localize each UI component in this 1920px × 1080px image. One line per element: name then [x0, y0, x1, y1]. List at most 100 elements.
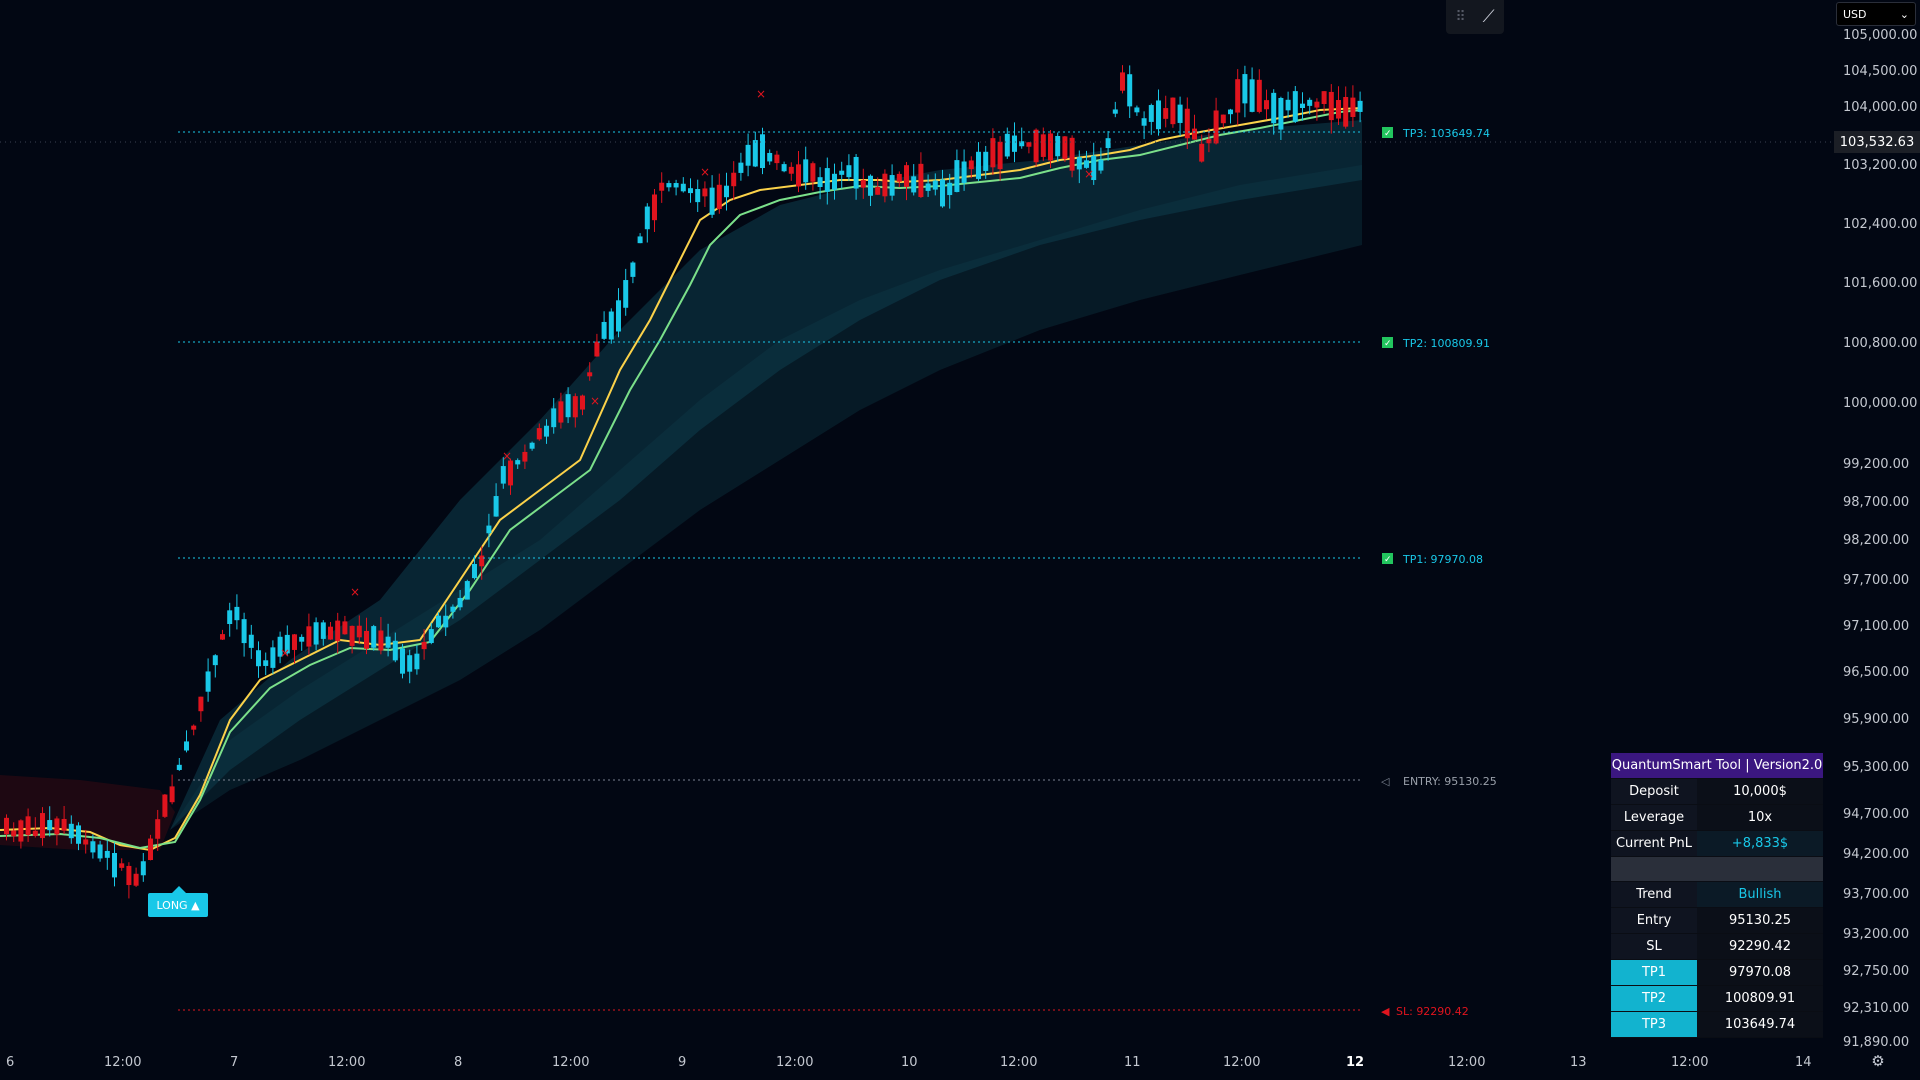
candle-body — [277, 636, 283, 657]
candle-body — [572, 396, 578, 418]
candle-body — [1321, 91, 1327, 105]
candle-body — [788, 166, 794, 174]
candle-body — [1357, 100, 1363, 112]
candle-body — [421, 642, 427, 650]
entry-label-group: ◁ ENTRY: 95130.25 — [1381, 775, 1497, 788]
candle-body — [1264, 100, 1269, 110]
tp1-label: TP1: 97970.08 — [1402, 553, 1483, 566]
strategy-info-panel: QuantumSmart Tool | Version2.0 Deposit 10… — [1611, 753, 1823, 1038]
candle-body — [313, 622, 319, 645]
ma-fast-line — [0, 107, 1363, 852]
tp3-label-group: ✓ TP3: 103649.74 — [1382, 127, 1490, 140]
tp1-check-mark: ✓ — [1384, 555, 1392, 565]
candle-body — [968, 160, 974, 170]
candle-body — [148, 838, 153, 861]
candle-body — [1141, 118, 1147, 126]
candle-body — [4, 817, 9, 835]
candle-body — [551, 408, 557, 428]
tp1-row-label: TP1 — [1611, 959, 1697, 986]
candle-body — [630, 262, 636, 277]
candle-body — [1170, 97, 1176, 125]
floating-toolbar[interactable]: ⠿ ⟋ — [1446, 0, 1504, 34]
price-tick: 95,300.00 — [1843, 760, 1909, 775]
time-tick: 12:00 — [1671, 1055, 1708, 1070]
candle-body — [234, 606, 240, 621]
tp2-check-mark: ✓ — [1384, 339, 1392, 349]
candle-body — [515, 460, 521, 465]
candle-body — [1184, 108, 1190, 139]
candle-body — [745, 144, 751, 166]
entry-label: ENTRY: 95130.25 — [1403, 775, 1497, 788]
candle-body — [1105, 138, 1111, 149]
gear-icon[interactable]: ⚙ — [1871, 1052, 1885, 1070]
candle-body — [738, 162, 744, 173]
candle-body — [1019, 141, 1025, 147]
candle-body — [695, 189, 701, 203]
exit-marker: × — [350, 585, 360, 599]
candle-body — [1091, 155, 1097, 181]
time-tick: 14 — [1795, 1055, 1812, 1070]
candle-body — [176, 764, 182, 770]
candle-body — [522, 451, 528, 462]
time-axis[interactable]: 6 12:00 7 12:00 8 12:00 9 12:00 10 12:00… — [6, 1055, 1812, 1070]
candle-body — [47, 820, 53, 831]
candle-body — [889, 175, 895, 196]
sl-row-value: 92290.42 — [1697, 933, 1823, 960]
candle-body — [241, 619, 247, 644]
candle-body — [990, 138, 996, 168]
candle-body — [342, 621, 348, 635]
time-tick: 6 — [6, 1055, 14, 1070]
deposit-value: 10,000$ — [1697, 778, 1823, 805]
price-tick: 92,310.00 — [1843, 1001, 1909, 1016]
time-tick: 10 — [901, 1055, 918, 1070]
candle-body — [1004, 133, 1010, 157]
candle-body — [961, 161, 967, 183]
sl-label: SL: 92290.42 — [1396, 1005, 1469, 1018]
candle-body — [1300, 103, 1305, 109]
time-tick: 12 — [1346, 1055, 1364, 1070]
candle-body — [299, 636, 305, 642]
candle-body — [544, 425, 549, 437]
candle-body — [688, 188, 693, 194]
candle-body — [1228, 109, 1233, 115]
candle-body — [1285, 99, 1291, 111]
candle-body — [349, 625, 355, 646]
candle-body — [1249, 79, 1255, 112]
candle-body — [601, 321, 607, 339]
exit-marker: × — [280, 646, 290, 660]
candle-body — [846, 165, 852, 178]
candle-body — [724, 185, 729, 198]
price-axis[interactable]: 105,000.00 104,500.00 104,000.00 103,200… — [1843, 28, 1917, 1050]
candle-body — [824, 168, 830, 192]
candle-body — [637, 236, 643, 244]
candle-body — [832, 173, 837, 190]
price-tick: 94,700.00 — [1843, 807, 1909, 822]
time-tick: 12:00 — [552, 1055, 589, 1070]
candle-body — [1134, 107, 1140, 113]
candle-body — [18, 820, 24, 842]
tp3-check-mark: ✓ — [1384, 129, 1392, 139]
tp1-label-group: ✓ TP1: 97970.08 — [1382, 553, 1483, 566]
currency-select[interactable]: USD ⌄ — [1836, 2, 1916, 26]
candle-body — [191, 725, 197, 730]
candle-body — [839, 170, 845, 175]
candle-body — [378, 630, 384, 651]
tp2-check-icon — [1382, 337, 1393, 348]
candle-body — [328, 626, 333, 640]
price-tick: 99,200.00 — [1843, 457, 1909, 472]
trend-label: Trend — [1611, 881, 1697, 908]
tp1-row-value: 97970.08 — [1697, 959, 1823, 986]
candle-body — [752, 140, 758, 167]
price-tick: 104,500.00 — [1843, 64, 1917, 79]
candle-body — [565, 394, 571, 418]
brush-icon[interactable]: ⟋ — [1482, 7, 1495, 27]
grip-icon[interactable]: ⠿ — [1455, 9, 1465, 25]
candle-body — [594, 341, 600, 357]
candle-body — [500, 466, 506, 484]
price-tick: 100,800.00 — [1843, 336, 1917, 351]
exit-marker: × — [1084, 167, 1094, 181]
candle-body — [1148, 105, 1154, 122]
candlestick-series[interactable]: × × × × × × × — [4, 65, 1363, 899]
candle-body — [954, 160, 960, 192]
